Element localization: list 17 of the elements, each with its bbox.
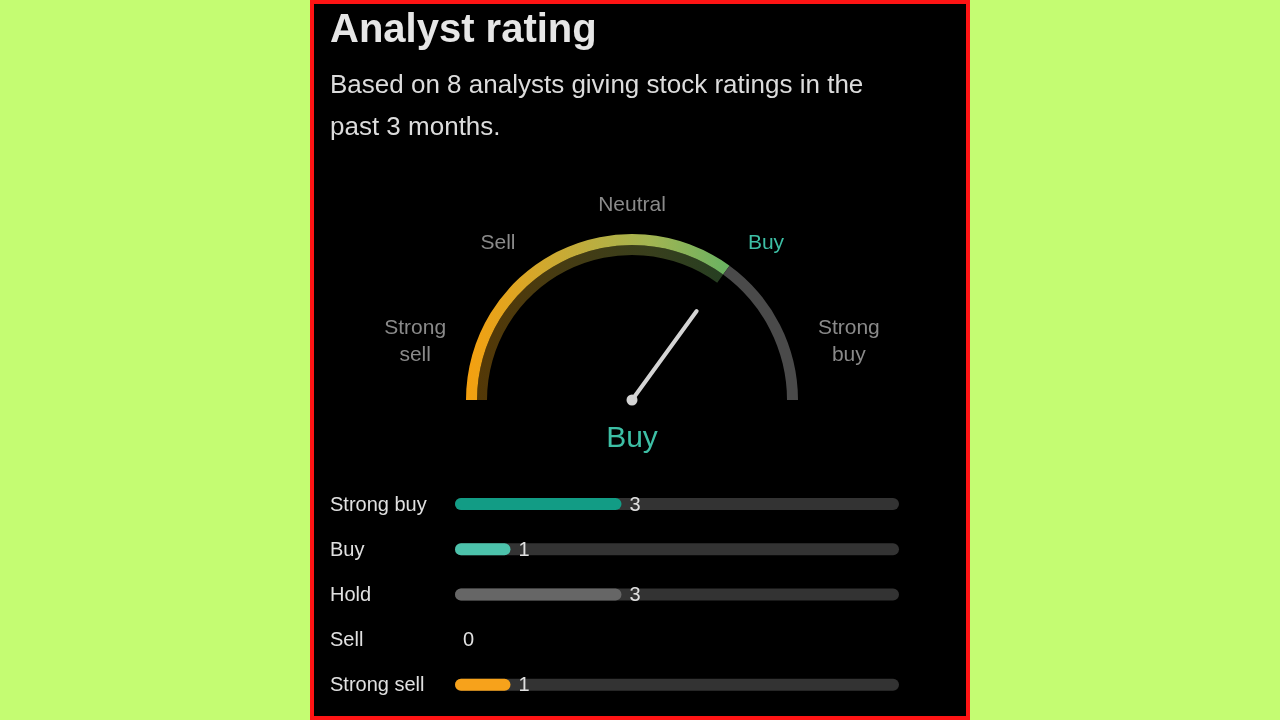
data-label: 3: [629, 492, 641, 515]
y-tick-label: Strong sell: [330, 673, 425, 696]
data-label: 1: [518, 673, 530, 696]
text: Based on 8 analysts giving stock ratings in the past 3 months.: [330, 68, 865, 143]
data-label: 3: [629, 583, 641, 605]
y-tick-label: Hold: [330, 583, 372, 605]
text: Analyst rating: [330, 5, 597, 51]
category-label: Buy: [747, 229, 785, 253]
category-label: Sell: [480, 229, 516, 253]
y-tick-label: Sell: [330, 628, 364, 651]
data-label: 0: [463, 628, 475, 651]
text: Buy: [606, 420, 658, 453]
y-tick-label: Buy: [330, 537, 365, 560]
y-tick-label: Strong buy: [330, 492, 427, 515]
category-label: Strong buy: [817, 314, 880, 365]
category-label: Neutral: [598, 191, 666, 215]
data-label: 1: [518, 537, 530, 560]
